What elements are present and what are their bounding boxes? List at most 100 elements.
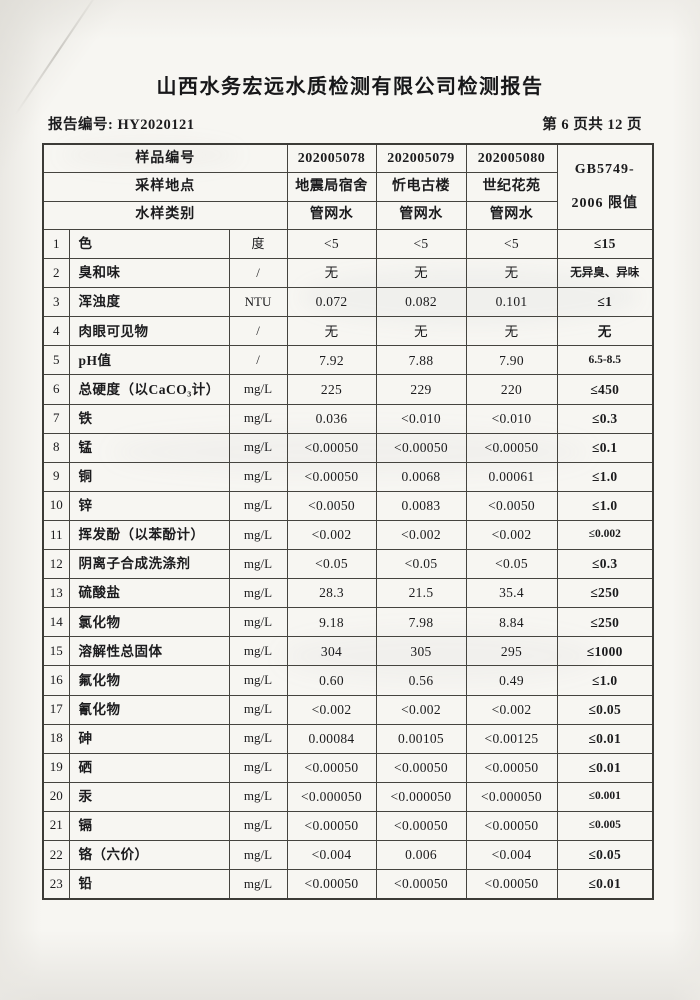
sample1-value-cell: 0.072	[286, 287, 377, 318]
parameter-cell: 氰化物	[68, 694, 230, 725]
parameter-cell: 肉眼可见物	[68, 316, 230, 347]
unit-cell: mg/L	[228, 432, 288, 463]
sample2-id-cell: 202005079	[375, 143, 467, 174]
row-number-cell: 7	[42, 403, 70, 434]
limit-cell: ≤0.01	[556, 869, 654, 900]
parameter-cell: 硫酸盐	[68, 578, 230, 609]
limit-cell: ≤1000	[556, 636, 654, 667]
sample1-value-cell: <0.002	[286, 694, 377, 725]
sample2-value-cell: <0.00050	[375, 752, 467, 783]
limit-cell: ≤1.0	[556, 665, 654, 696]
sample3-value-cell: <5	[465, 228, 558, 260]
sample3-value-cell: 35.4	[465, 578, 558, 609]
row-number-cell: 13	[42, 578, 70, 609]
parameter-cell: 汞	[68, 781, 230, 812]
unit-cell: mg/L	[228, 490, 288, 521]
limit-cell: ≤1.0	[556, 461, 654, 492]
limit-standard-line1: GB5749-	[574, 162, 635, 178]
sample2-value-cell: 0.56	[375, 665, 467, 696]
row-number-cell: 12	[42, 549, 70, 580]
unit-cell: /	[228, 345, 288, 376]
sample1-value-cell: <0.00050	[286, 869, 377, 900]
row-number-cell: 3	[42, 287, 70, 318]
parameter-cell: 砷	[68, 723, 230, 754]
row-number-cell: 15	[42, 636, 70, 667]
table-row: 11 挥发酚（以苯酚计） mg/L <0.002 <0.002 <0.002 ≤0.002	[42, 519, 654, 551]
table-row: 1 色度 <5 <5 <5 ≤15	[42, 228, 654, 260]
sample1-type-cell: 管网水	[286, 200, 377, 231]
water-type-label-cell: 水样类别	[42, 200, 288, 231]
sample3-value-cell: 0.101	[465, 287, 558, 318]
table-row: 4 肉眼可见物 / 无无无无	[42, 316, 654, 347]
sample3-value-cell: <0.05	[465, 549, 558, 580]
sample2-value-cell: <0.002	[375, 519, 467, 551]
limit-cell: 无	[556, 316, 654, 347]
parameter-cell: 总硬度（以CaCO₃计）	[68, 374, 230, 405]
sample1-value-cell: <0.002	[286, 519, 377, 551]
row-number-cell: 18	[42, 723, 70, 754]
table-row: 13 硫酸盐 mg/L 28.3 21.5 35.4 ≤250	[42, 578, 654, 609]
sample3-id-cell: 202005080	[465, 143, 558, 174]
sample2-value-cell: <0.00050	[375, 869, 467, 900]
sample3-value-cell: 0.49	[465, 665, 558, 696]
unit-cell: mg/L	[228, 839, 288, 871]
unit-cell: mg/L	[228, 549, 288, 580]
parameter-cell: 臭和味	[68, 258, 230, 289]
table-row: 20 汞 mg/L <0.000050 <0.000050 <0.000050 ≤0.001	[42, 781, 654, 812]
parameter-cell: 色	[68, 228, 230, 260]
sample1-value-cell: <0.00050	[286, 432, 377, 463]
parameter-cell: 镉	[68, 810, 230, 841]
parameter-cell: 阴离子合成洗涤剂	[68, 549, 230, 580]
row-number-cell: 10	[42, 490, 70, 521]
unit-cell: mg/L	[228, 403, 288, 434]
sample2-value-cell: <0.00050	[375, 432, 467, 463]
limit-cell: ≤0.01	[556, 752, 654, 783]
row-number-cell: 23	[42, 869, 70, 900]
limit-cell: 6.5-8.5	[556, 345, 654, 376]
sample3-value-cell: <0.00050	[465, 810, 558, 841]
table-row: 6 总硬度（以CaCO₃计） mg/L 225 229 220 ≤450	[42, 374, 654, 405]
parameter-cell: 硒	[68, 752, 230, 783]
results-table-container: 样品编号 202005078 202005079 202005080 GB574…	[42, 143, 654, 901]
sample2-type-cell: 管网水	[375, 200, 467, 231]
limit-cell: ≤450	[556, 374, 654, 405]
sample2-value-cell: 0.0083	[375, 490, 467, 521]
sample3-value-cell: <0.00050	[465, 752, 558, 783]
parameter-cell: pH值	[68, 345, 230, 376]
sample1-value-cell: 304	[286, 636, 377, 667]
limit-cell: ≤0.3	[556, 549, 654, 580]
sample2-value-cell: <0.05	[375, 549, 467, 580]
sample3-value-cell: <0.004	[465, 839, 558, 871]
sample3-value-cell: <0.0050	[465, 490, 558, 521]
sample2-value-cell: <5	[375, 228, 467, 260]
sample1-value-cell: 225	[286, 374, 377, 405]
sample3-value-cell: 无	[465, 258, 558, 289]
sample1-value-cell: <5	[286, 228, 377, 260]
table-row: 5 pH值/7.92 7.88 7.90 6.5-8.5	[42, 345, 654, 376]
sample3-value-cell: 0.00061	[465, 461, 558, 492]
sample2-value-cell: <0.00050	[375, 810, 467, 841]
limit-cell: ≤0.001	[556, 781, 654, 812]
sample3-value-cell: <0.002	[465, 519, 558, 551]
table-row: 10 锌 mg/L <0.0050 0.0083 <0.0050 ≤1.0	[42, 490, 654, 521]
sample2-value-cell: 无	[375, 316, 467, 347]
sample2-value-cell: <0.002	[375, 694, 467, 725]
unit-cell: mg/L	[228, 519, 288, 551]
table-row: 7 铁 mg/L 0.036 <0.010 <0.010 ≤0.3	[42, 403, 654, 434]
parameter-cell: 浑浊度	[68, 287, 230, 318]
unit-cell: mg/L	[228, 461, 288, 492]
sample3-value-cell: 295	[465, 636, 558, 667]
sample1-value-cell: <0.05	[286, 549, 377, 580]
limit-cell: ≤0.05	[556, 839, 654, 871]
row-number-cell: 4	[42, 316, 70, 347]
sample1-value-cell: <0.0050	[286, 490, 377, 521]
sample1-location-cell: 地震局宿舍	[286, 172, 377, 202]
report-title: 山西水务宏远水质检测有限公司检测报告	[156, 76, 544, 98]
sample2-value-cell: <0.000050	[375, 781, 467, 812]
sample3-value-cell: <0.010	[465, 403, 558, 434]
limit-cell: ≤0.05	[556, 694, 654, 725]
unit-cell: mg/L	[228, 694, 288, 725]
sample3-value-cell: <0.000050	[465, 781, 558, 812]
unit-cell: mg/L	[228, 752, 288, 783]
unit-cell: mg/L	[228, 781, 288, 812]
